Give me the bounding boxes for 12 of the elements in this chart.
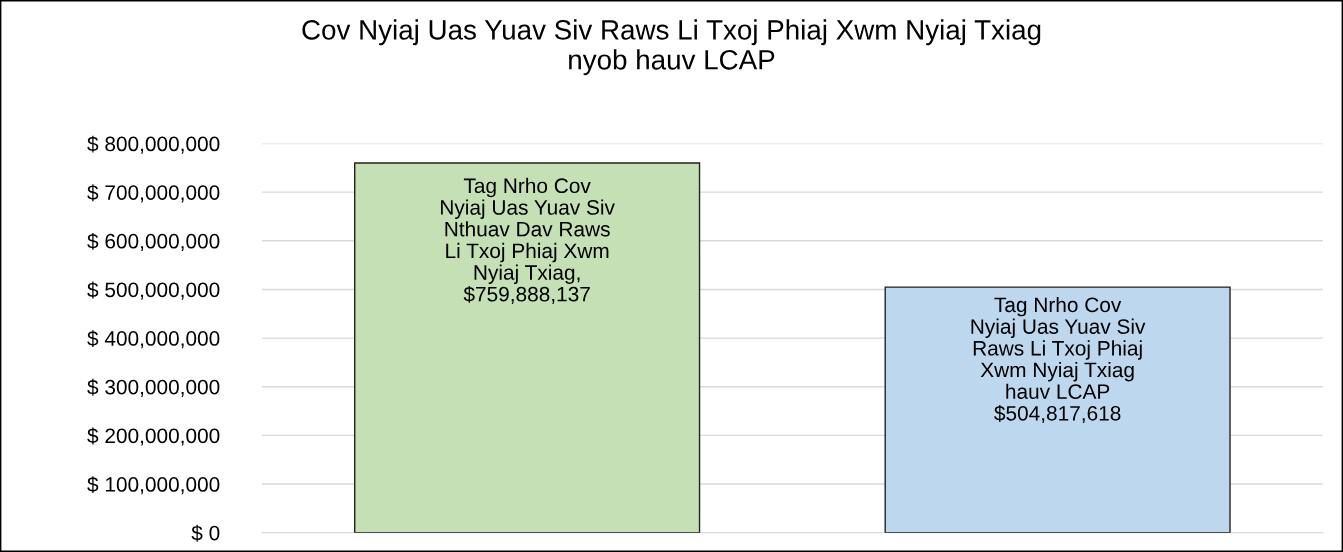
chart-title: Cov Nyiaj Uas Yuav Siv Raws Li Txoj Phiaj Xwm Nyiaj Txiag nyob hauv LCAP	[302, 19, 1041, 76]
y-tick-label: $ 0	[191, 524, 220, 542]
y-tick-label: $ 500,000,000	[87, 281, 220, 300]
y-tick-label: $ 800,000,000	[87, 135, 220, 154]
y-tick-label: $ 400,000,000	[87, 330, 220, 349]
y-tick-label: $ 200,000,000	[87, 427, 220, 446]
y-tick-label: $ 600,000,000	[87, 232, 220, 252]
data-label: Tag Nrho Cov Nyiaj Uas Yuav Siv Raws Li Txoj Phiaj Xwm Nyiaj Txiag hauv LCAP $504,817,618	[971, 296, 1146, 424]
y-tick-label: $ 700,000,000	[87, 184, 220, 203]
y-tick-label: $ 300,000,000	[87, 378, 220, 397]
y-tick-label: $ 100,000,000	[87, 476, 220, 495]
data-label: Tag Nrho Cov Nyiaj Uas Yuav Siv Nthuav Dav Raws Li Txoj Phiaj Xwm Nyiaj Txiag, $759,888,137	[441, 177, 615, 305]
